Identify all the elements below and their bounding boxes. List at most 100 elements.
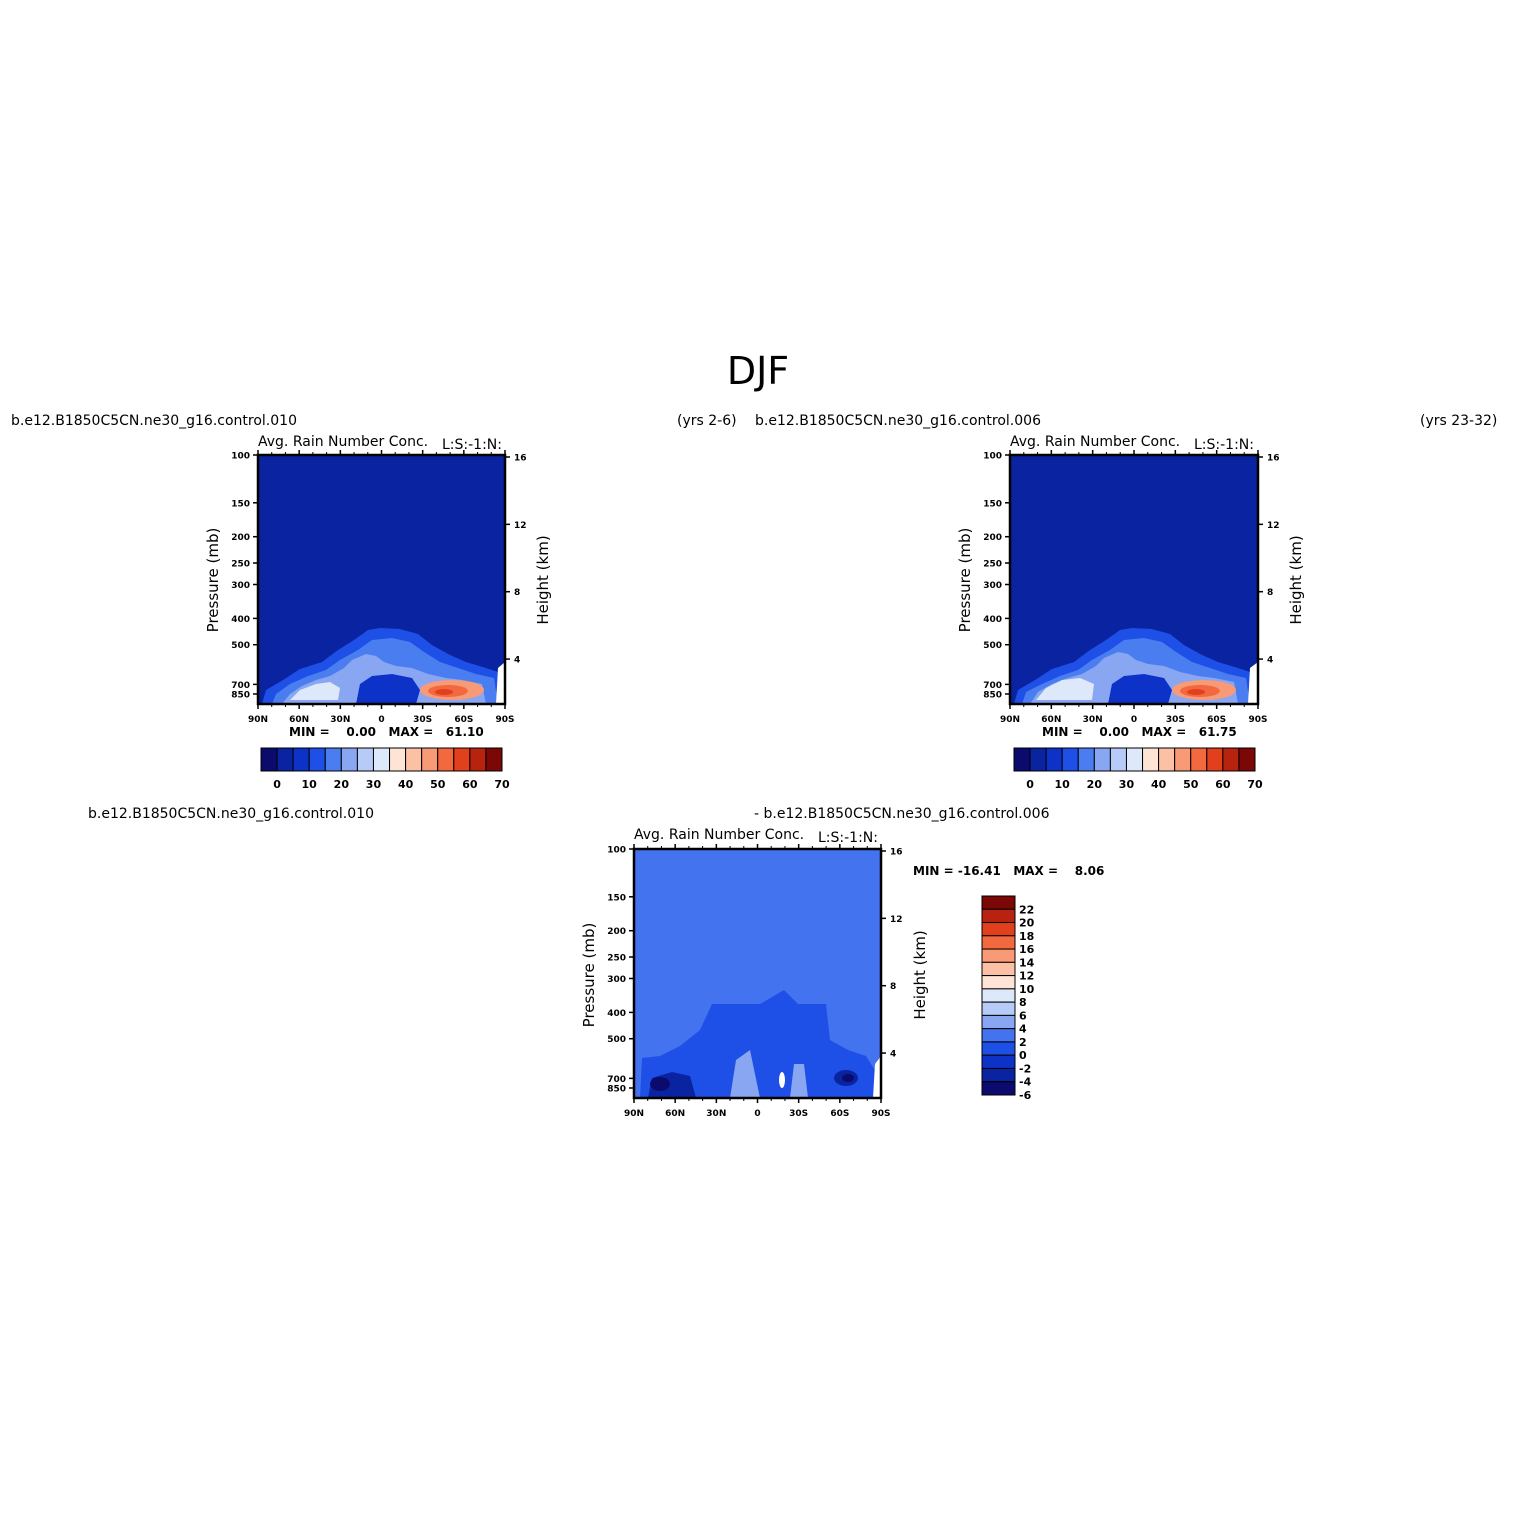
colorbar-label: 12 — [1019, 970, 1034, 983]
left-contour-sh-max-core — [435, 689, 453, 695]
colorbar-label: 20 — [1087, 778, 1103, 791]
y-tick-label: 100 — [231, 452, 250, 462]
diff-plot-area — [634, 849, 881, 1098]
y-right-tick-label: 12 — [514, 521, 527, 531]
colorbar-swatch — [437, 747, 455, 772]
left-contour-tropics-low — [356, 674, 420, 704]
y-right-tick-label: 8 — [514, 588, 520, 598]
colorbar-swatch — [485, 747, 503, 772]
colorbar-swatch — [308, 747, 326, 772]
y-right-tick-label: 4 — [514, 656, 520, 666]
colorbar-label: 60 — [1215, 778, 1231, 791]
y-right-tick-label: 4 — [1267, 656, 1273, 666]
y-tick-label: 250 — [983, 560, 1002, 570]
colorbar-swatch — [981, 908, 1016, 924]
colorbar-swatch — [981, 1028, 1016, 1043]
diff-sublabel: L:S:-1:N: — [818, 830, 878, 846]
y-tick-label: 300 — [607, 975, 626, 985]
colorbar-label: 50 — [1183, 778, 1199, 791]
colorbar-swatch — [981, 1014, 1016, 1030]
right-colorbar: 0 10 20 30 40 50 60 70 — [1013, 747, 1263, 791]
colorbar-swatch — [356, 747, 374, 772]
x-tick-label: 30N — [330, 715, 350, 725]
panel-left: b.e12.B1850C5CN.ne30_g16.control.010 (yr… — [11, 413, 737, 791]
diff-contour-negative — [640, 990, 878, 1098]
x-tick-label: 60N — [665, 1109, 685, 1119]
x-tick-label: 30N — [1083, 715, 1103, 725]
right-contour-nh-max — [1036, 678, 1094, 700]
x-tick-label: 90S — [1248, 715, 1267, 725]
y-tick-label: 300 — [983, 581, 1002, 591]
diff-missing-region — [873, 1056, 881, 1098]
colorbar-swatch — [260, 747, 278, 772]
main-title: DJF — [727, 349, 789, 393]
colorbar-label: 10 — [302, 778, 318, 791]
y-tick-label: 200 — [983, 533, 1002, 543]
y-tick-label: 150 — [983, 499, 1002, 509]
colorbar-swatch — [389, 747, 407, 772]
left-min-max: MIN = 0.00 MAX = 61.10 — [289, 725, 484, 739]
colorbar-swatch — [981, 1054, 1016, 1069]
right-contour-tropics-low — [1108, 674, 1172, 704]
x-tick-label: 30S — [413, 715, 432, 725]
colorbar-swatch — [453, 747, 471, 772]
colorbar-label: 20 — [334, 778, 350, 791]
colorbar-swatch — [1206, 747, 1224, 772]
colorbar-label: 6 — [1019, 1009, 1027, 1022]
colorbar-label: 40 — [398, 778, 414, 791]
left-case-label: b.e12.B1850C5CN.ne30_g16.control.010 — [11, 413, 297, 429]
y-tick-label: 500 — [607, 1035, 626, 1045]
colorbar-label: -2 — [1019, 1062, 1031, 1075]
colorbar-label: 18 — [1019, 930, 1034, 943]
right-subtitle: Avg. Rain Number Conc. — [1010, 434, 1180, 450]
y-right-tick-label: 12 — [890, 915, 903, 925]
diff-y-title: Pressure (mb) — [580, 923, 598, 1028]
y-right-tick-label: 16 — [514, 453, 527, 463]
y-tick-label: 500 — [983, 641, 1002, 651]
x-tick-label: 60S — [454, 715, 473, 725]
y-tick-label: 250 — [607, 954, 626, 964]
colorbar-label: 10 — [1055, 778, 1071, 791]
colorbar-swatch — [1109, 747, 1127, 772]
left-plot-area — [258, 455, 505, 704]
right-missing-region — [1248, 662, 1258, 704]
y-tick-label: 150 — [607, 893, 626, 903]
y-right-tick-label: 8 — [890, 982, 896, 992]
colorbar-swatch — [421, 747, 439, 772]
colorbar-swatch — [981, 948, 1016, 963]
colorbar-label: 22 — [1019, 903, 1034, 916]
colorbar-label: 70 — [1247, 778, 1263, 791]
right-y-right-title: Height (km) — [1287, 535, 1305, 624]
colorbar-swatch — [1190, 747, 1208, 772]
diff-contour-nh-core — [650, 1077, 670, 1091]
x-tick-label: 0 — [1131, 715, 1137, 725]
colorbar-swatch — [981, 975, 1016, 990]
colorbar-swatch — [1125, 747, 1144, 772]
y-tick-label: 400 — [983, 615, 1002, 625]
colorbar-swatch — [1238, 747, 1256, 772]
x-tick-label: 0 — [754, 1109, 760, 1119]
y-tick-label: 700 — [607, 1075, 626, 1085]
y-right-tick-label: 8 — [1267, 588, 1273, 598]
colorbar-swatch — [981, 1081, 1016, 1096]
colorbar-swatch — [276, 747, 294, 772]
diff-contour-sh-core — [842, 1074, 854, 1082]
y-tick-label: 150 — [231, 499, 250, 509]
left-y-right-title: Height (km) — [534, 535, 552, 624]
colorbar-swatch — [981, 1041, 1016, 1056]
x-tick-label: 60N — [289, 715, 309, 725]
x-tick-label: 30N — [706, 1109, 726, 1119]
colorbar-label: -4 — [1019, 1076, 1032, 1089]
colorbar-label: 0 — [1026, 778, 1034, 791]
panel-right: b.e12.B1850C5CN.ne30_g16.control.006 (yr… — [755, 413, 1497, 791]
diff-y-right-title: Height (km) — [911, 930, 929, 1019]
colorbar-swatch — [1158, 747, 1176, 772]
colorbar-label: 0 — [1019, 1049, 1027, 1062]
x-tick-label: 60S — [1207, 715, 1226, 725]
colorbar-swatch — [1174, 747, 1192, 772]
left-missing-region — [496, 662, 505, 704]
